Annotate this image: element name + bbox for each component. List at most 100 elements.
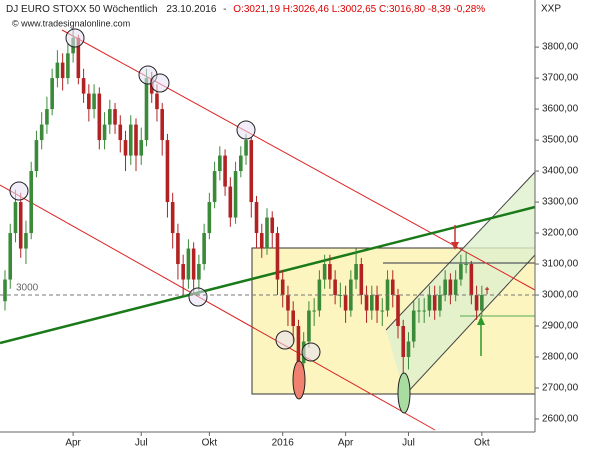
candle-body: [186, 248, 191, 280]
candle-body: [108, 109, 112, 125]
marker: [301, 342, 321, 362]
candle-body: [312, 310, 316, 312]
green-trend-line: [0, 205, 536, 345]
markers: [9, 28, 321, 362]
x-tick-label: Okt: [202, 438, 218, 449]
candle-body: [286, 295, 290, 311]
marker: [275, 330, 295, 350]
candle-body: [60, 62, 65, 79]
candle-body: [155, 93, 159, 110]
candle-body: [24, 233, 28, 249]
y-tick-label: 3700,00: [542, 73, 579, 84]
candle-body: [8, 233, 13, 280]
candle-body: [333, 279, 337, 296]
y-tick-label: 2600,00: [542, 414, 579, 425]
candle-body: [87, 93, 91, 110]
chart-title: DJ EURO STOXX 50 Wöchentlich 23.10.2016 …: [6, 4, 485, 15]
candle-body: [338, 295, 343, 297]
y-tick-label: 3200,00: [542, 228, 579, 239]
candle-body: [411, 310, 416, 342]
candle-body: [275, 233, 280, 280]
candle-body: [328, 264, 332, 280]
marker: [236, 120, 256, 140]
candle-body: [233, 171, 238, 218]
candle-body: [254, 202, 259, 234]
candle-body: [181, 264, 185, 280]
candle-body: [218, 155, 222, 172]
x-tick-label: Jul: [135, 438, 148, 449]
y-tick-label: 3800,00: [542, 42, 579, 53]
candle-body: [422, 310, 426, 312]
candle-body: [191, 248, 196, 280]
candle-body: [427, 295, 432, 311]
exchange: XXP: [541, 4, 561, 15]
candle-body: [480, 295, 484, 311]
candle-body: [265, 217, 269, 249]
title: DJ EURO STOXX 50 Wöchentlich: [6, 4, 158, 15]
y-tick-label: 2700,00: [542, 383, 579, 394]
candle-body: [34, 140, 39, 172]
date: 23.10.2016: [166, 4, 216, 15]
candle-body: [123, 140, 128, 156]
candle-body: [464, 264, 468, 266]
candle-body: [50, 78, 54, 110]
candle-body: [370, 295, 374, 311]
candle-body: [139, 140, 144, 156]
marker: [65, 28, 85, 48]
candle-body: [102, 124, 107, 141]
candle-body: [76, 37, 81, 79]
arrow-head: [477, 316, 485, 325]
candle-body: [401, 326, 406, 358]
candle-body: [223, 155, 227, 187]
quote: O:3021,19 H:3026,46 L:3002,65 C:3016,80 …: [233, 4, 485, 15]
candle-body: [438, 295, 442, 311]
candle-body: [474, 295, 479, 311]
candle-body: [291, 310, 295, 327]
candle-body: [459, 264, 463, 280]
x-tick-label: Jul: [402, 438, 415, 449]
candle-body: [39, 124, 44, 141]
candle-body: [202, 233, 206, 265]
y-tick-label: 3100,00: [542, 259, 579, 270]
candle-body: [343, 295, 348, 311]
candle-body: [259, 233, 264, 249]
candle-body: [354, 264, 358, 280]
candle-body: [45, 109, 49, 125]
source: © www.tradesignalonline.com: [12, 18, 130, 28]
candle-body: [280, 279, 285, 296]
candle-body: [380, 310, 385, 312]
candle-body: [417, 310, 421, 312]
candle-body: [469, 264, 474, 296]
y-tick-label: 3300,00: [542, 197, 579, 208]
candle-body: [249, 140, 254, 203]
candle-body: [448, 279, 453, 296]
separator: -: [223, 4, 226, 15]
y-tick-label: 2800,00: [542, 352, 579, 363]
candle-body: [197, 264, 201, 280]
x-tick-label: 2016: [272, 438, 295, 449]
candle-body: [390, 279, 395, 296]
candle-body: [322, 264, 327, 280]
x-tick-label: Apr: [65, 438, 81, 449]
candle-body: [176, 233, 180, 265]
candle-body: [128, 124, 133, 156]
candle-body: [432, 295, 437, 311]
y-tick-label: 3000,00: [542, 290, 579, 301]
candle-body: [165, 140, 170, 203]
candle-body: [207, 202, 212, 234]
y-tick-label: 3500,00: [542, 135, 579, 146]
candle-body: [453, 279, 458, 296]
candle-body: [13, 202, 18, 234]
marker: [150, 73, 170, 93]
y-tick-label: 3600,00: [542, 104, 579, 115]
red-channel-lower: [0, 184, 436, 431]
candle-body: [170, 202, 175, 234]
candle-body: [29, 171, 33, 234]
candle-body: [55, 62, 60, 79]
candle-body: [134, 124, 138, 156]
reference-label: 3000: [16, 283, 39, 294]
candle-body: [66, 53, 70, 79]
candle-body: [406, 341, 411, 358]
y-tick-label: 2900,00: [542, 321, 579, 332]
